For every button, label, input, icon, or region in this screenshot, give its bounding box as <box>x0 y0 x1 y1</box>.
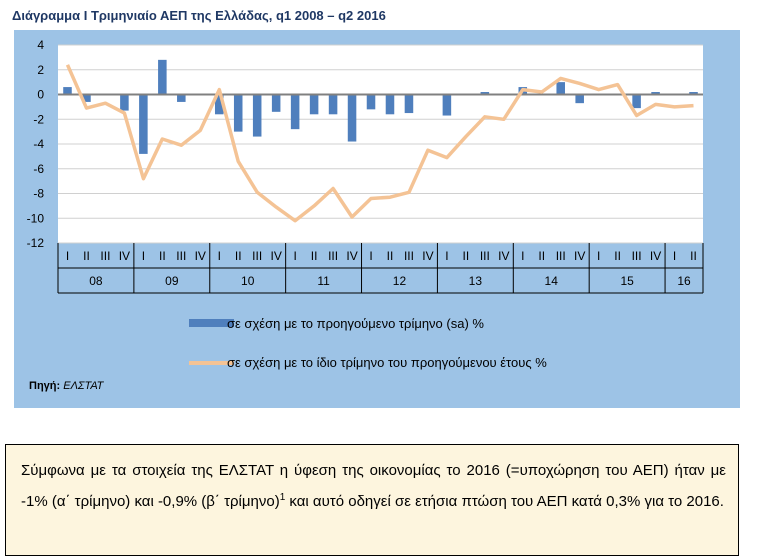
bar <box>271 94 281 112</box>
bar <box>63 87 72 95</box>
x-tick-label: I <box>142 249 145 263</box>
gdp-chart: 420-2-4-6-8-10-12 I II III IV I II III IV I II III… <box>27 38 704 365</box>
commentary-box: Σύμφωνα με τα στοιχεία της ΕΛΣΤΑΤ η ύφεσ… <box>5 444 739 556</box>
year-label: 14 <box>545 274 559 288</box>
x-tick-label: III <box>480 249 490 263</box>
x-tick-label: II <box>614 249 621 263</box>
x-tick-label: II <box>235 249 242 263</box>
commentary-text-cont: και αυτό οδηγεί σε ετήσια πτώση του ΑΕΠ … <box>285 493 724 510</box>
chart-panel: 4 2 0 -2 -4 -6 -8 -10 -12 I II III IV I II III IV I II III… <box>14 30 740 408</box>
y-tick-label: 0 <box>37 88 44 102</box>
bar <box>480 92 490 95</box>
bar <box>632 94 641 109</box>
x-tick-label: IV <box>650 249 661 263</box>
x-tick-label: II <box>387 249 394 263</box>
x-tick-label: II <box>159 249 166 263</box>
bar <box>290 94 300 130</box>
x-tick-label: I <box>521 249 524 263</box>
bar <box>139 94 148 154</box>
x-tick-label: II <box>463 249 470 263</box>
source-value: ΕΛΣΤΑΤ <box>63 380 104 392</box>
x-tick-label: II <box>690 249 697 263</box>
bar <box>575 94 584 104</box>
x-tick-label: I <box>597 249 600 263</box>
year-label: 16 <box>677 274 691 288</box>
x-tick-label: III <box>328 249 338 263</box>
x-tick-label: I <box>673 249 676 263</box>
x-tick-label: IV <box>498 249 509 263</box>
bar <box>442 94 452 116</box>
bar <box>214 94 224 115</box>
x-tick-label: III <box>252 249 262 263</box>
year-label: 09 <box>165 274 179 288</box>
x-tick-label: IV <box>574 249 585 263</box>
bar <box>82 94 91 102</box>
x-tick-label: III <box>556 249 566 263</box>
x-tick-label: III <box>100 249 110 263</box>
y-tick-label: -2 <box>33 112 44 126</box>
y-tick-label: -8 <box>33 187 44 201</box>
x-tick-label: I <box>445 249 448 263</box>
year-label: 08 <box>89 274 103 288</box>
x-tick-label: III <box>176 249 186 263</box>
y-tick-label: -12 <box>27 236 45 250</box>
x-tick-label: IV <box>422 249 433 263</box>
x-tick-label: III <box>632 249 642 263</box>
x-tick-label: III <box>404 249 414 263</box>
year-label: 13 <box>469 274 483 288</box>
year-label: 10 <box>241 274 255 288</box>
x-tick-label: I <box>218 249 221 263</box>
y-tick-label: -10 <box>27 211 45 225</box>
bar <box>177 94 186 102</box>
x-tick-label: I <box>293 249 296 263</box>
chart-title: Διάγραμμα I Τριμηνιαίο ΑΕΠ της Ελλάδας, … <box>12 8 386 23</box>
bar <box>252 94 262 137</box>
x-tick-label: II <box>311 249 318 263</box>
bar <box>233 94 243 132</box>
footnote-marker: 1 <box>279 492 286 503</box>
x-tick-label: II <box>83 249 90 263</box>
legend-bar-swatch <box>189 319 234 327</box>
bar <box>404 94 414 114</box>
year-label: 11 <box>317 274 330 288</box>
x-tick-label: IV <box>270 249 281 263</box>
bar <box>328 94 338 115</box>
legend-line-label: σε σχέση με το ίδιο τρίμηνο του προηγούμ… <box>227 355 547 370</box>
x-tick-label: IV <box>195 249 206 263</box>
y-tick-label: -6 <box>33 162 44 176</box>
y-tick-label: 2 <box>37 63 44 77</box>
bar <box>651 92 660 95</box>
y-tick-label: 4 <box>37 38 44 52</box>
x-tick-label: I <box>369 249 372 263</box>
year-label: 12 <box>393 274 407 288</box>
bar <box>309 94 319 115</box>
bar <box>556 82 565 95</box>
bar <box>366 94 376 110</box>
x-tick-label: IV <box>119 249 130 263</box>
bar <box>689 92 698 95</box>
bar <box>385 94 395 115</box>
x-tick-label: I <box>66 249 69 263</box>
yoy-line <box>65 64 694 223</box>
x-tick-label: II <box>538 249 545 263</box>
bar <box>120 94 129 111</box>
x-tick-label: IV <box>346 249 357 263</box>
source-label: Πηγή: <box>29 380 61 392</box>
bar <box>347 94 357 142</box>
bar <box>158 59 167 95</box>
y-tick-label: -4 <box>33 137 44 151</box>
commentary-text: Σύμφωνα με τα στοιχεία της ΕΛΣΤΑΤ η ύφεσ… <box>21 462 726 510</box>
legend-bar-label: σε σχέση με το προηγούμενο τρίμηνο (sa) … <box>227 316 484 331</box>
source-note: Πηγή: ΕΛΣΤΑΤ <box>29 380 103 392</box>
year-label: 15 <box>620 274 634 288</box>
